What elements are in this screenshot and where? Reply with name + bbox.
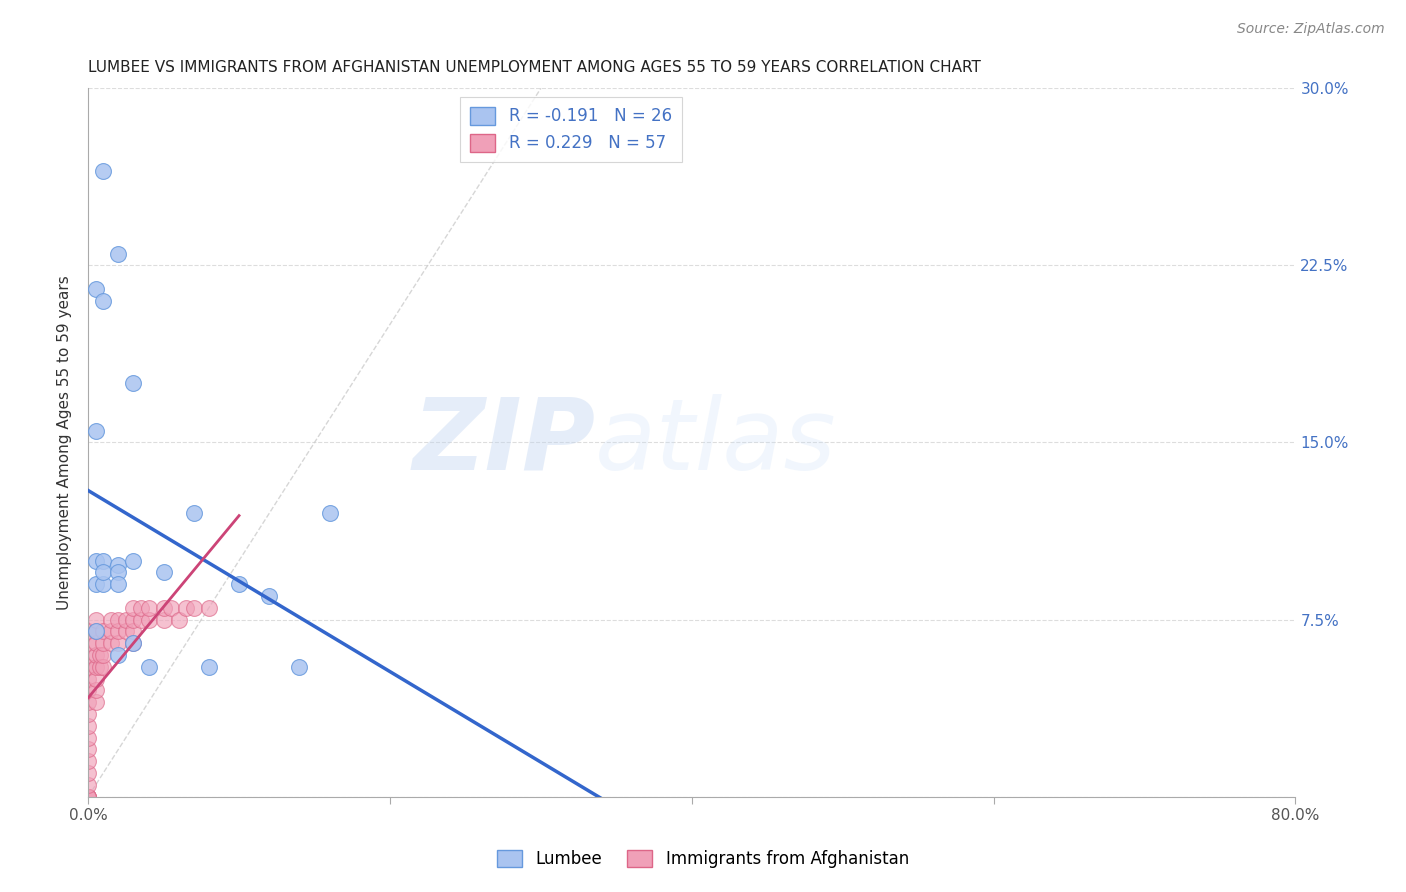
Point (84, 660, 107, 674)
Point (77, 719, 100, 733)
Point (77, 672, 100, 686)
Point (167, 613, 190, 627)
Text: LUMBEE VS IMMIGRANTS FROM AFGHANISTAN UNEMPLOYMENT AMONG AGES 55 TO 59 YEARS COR: LUMBEE VS IMMIGRANTS FROM AFGHANISTAN UN… (89, 60, 981, 75)
Point (91, 660, 114, 674)
Point (100, 624, 122, 639)
Point (89, 648, 111, 662)
Point (115, 613, 138, 627)
Point (183, 506, 205, 520)
Point (91, 566, 114, 580)
Point (107, 613, 129, 627)
Point (77, 624, 100, 639)
Point (122, 376, 145, 391)
Text: atlas: atlas (595, 394, 837, 491)
Point (288, 660, 311, 674)
Point (129, 600, 152, 615)
Point (152, 600, 174, 615)
Point (84, 672, 107, 686)
Point (77, 766, 100, 780)
Point (77, 706, 100, 721)
Point (91, 164, 114, 178)
Text: ZIP: ZIP (412, 394, 595, 491)
Point (84, 683, 107, 698)
Point (89, 660, 111, 674)
Point (77, 789, 100, 804)
Point (122, 553, 145, 567)
Point (84, 624, 107, 639)
Point (91, 553, 114, 567)
Point (198, 600, 221, 615)
Point (77, 683, 100, 698)
Point (77, 789, 100, 804)
Point (257, 589, 280, 603)
Point (77, 789, 100, 804)
Point (84, 577, 107, 591)
Point (122, 636, 145, 650)
Y-axis label: Unemployment Among Ages 55 to 59 years: Unemployment Among Ages 55 to 59 years (58, 275, 72, 610)
Point (84, 624, 107, 639)
Point (198, 660, 221, 674)
Point (77, 660, 100, 674)
Point (84, 553, 107, 567)
Point (91, 293, 114, 308)
Point (122, 600, 145, 615)
Legend: R = -0.191   N = 26, R = 0.229   N = 57: R = -0.191 N = 26, R = 0.229 N = 57 (460, 96, 682, 162)
Point (318, 506, 340, 520)
Point (91, 577, 114, 591)
Point (138, 613, 160, 627)
Point (84, 648, 107, 662)
Point (77, 636, 100, 650)
Point (107, 246, 129, 260)
Point (115, 624, 138, 639)
Point (77, 731, 100, 745)
Point (107, 577, 129, 591)
Point (107, 636, 129, 650)
Point (91, 636, 114, 650)
Point (183, 600, 205, 615)
Point (77, 789, 100, 804)
Point (84, 636, 107, 650)
Point (84, 613, 107, 627)
Legend: Lumbee, Immigrants from Afghanistan: Lumbee, Immigrants from Afghanistan (491, 843, 915, 875)
Point (152, 613, 174, 627)
Point (100, 613, 122, 627)
Point (138, 600, 160, 615)
Text: Source: ZipAtlas.com: Source: ZipAtlas.com (1237, 22, 1385, 37)
Point (77, 778, 100, 792)
Point (228, 577, 250, 591)
Point (77, 789, 100, 804)
Point (122, 613, 145, 627)
Point (77, 754, 100, 768)
Point (100, 636, 122, 650)
Point (138, 660, 160, 674)
Point (107, 648, 129, 662)
Point (91, 648, 114, 662)
Point (107, 566, 129, 580)
Point (84, 282, 107, 296)
Point (107, 624, 129, 639)
Point (77, 695, 100, 709)
Point (77, 648, 100, 662)
Point (122, 624, 145, 639)
Point (77, 742, 100, 756)
Point (160, 600, 183, 615)
Point (152, 566, 174, 580)
Point (122, 636, 145, 650)
Point (84, 695, 107, 709)
Point (129, 613, 152, 627)
Point (84, 424, 107, 438)
Point (174, 600, 197, 615)
Point (77, 660, 100, 674)
Point (91, 624, 114, 639)
Point (107, 558, 129, 573)
